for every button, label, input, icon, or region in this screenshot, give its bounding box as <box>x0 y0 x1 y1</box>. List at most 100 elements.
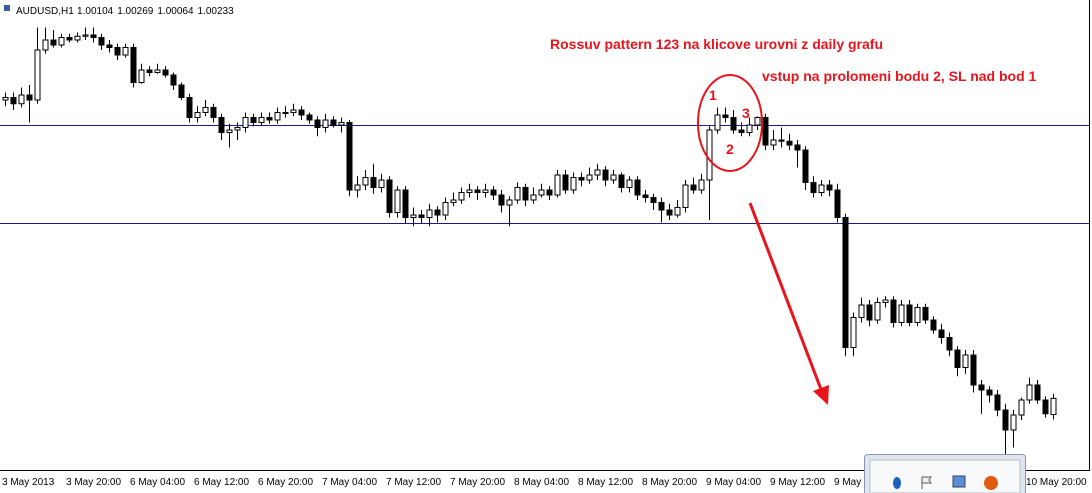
candle-body <box>218 117 225 133</box>
candle-body <box>810 182 817 193</box>
candle-body <box>770 139 777 146</box>
candle-body <box>234 127 241 131</box>
candle-body <box>858 304 865 318</box>
candle-body <box>946 337 953 351</box>
app-icon[interactable] <box>984 476 998 490</box>
candle-body <box>634 179 641 196</box>
candle-body <box>370 177 377 188</box>
candle-body <box>498 194 505 206</box>
header-text: AUDUSD,H1 1.00104 1.00269 1.00064 1.00233 <box>16 6 234 17</box>
x-labels: 3 May 2013 3 May 20:00 6 May 04:00 6 May 12… <box>2 477 1087 488</box>
candle-body <box>970 354 977 386</box>
x-tick-label: 3 May 2013 <box>2 477 55 488</box>
candles <box>2 27 1057 455</box>
x-tick-label: 10 May 20:00 <box>1026 477 1087 488</box>
last-low: 1.00064 <box>157 6 194 17</box>
candle-body <box>874 302 881 321</box>
candle-body <box>906 304 913 323</box>
candle-body <box>394 189 401 213</box>
candle-body <box>730 117 737 131</box>
candle-body <box>682 184 689 208</box>
candle-body <box>834 189 841 218</box>
candle-body <box>554 174 561 196</box>
candle-body <box>562 174 569 191</box>
candle-body <box>34 49 41 101</box>
candle-body <box>978 384 985 391</box>
x-tick-label: 9 May 20:00 <box>834 477 889 488</box>
candle-body <box>922 307 929 321</box>
candle-body <box>850 317 857 348</box>
candle-body <box>826 184 833 191</box>
candle-body <box>522 187 529 201</box>
candle-body <box>1050 397 1057 415</box>
candle-body <box>546 189 553 196</box>
arrow-shaft <box>748 202 824 393</box>
candle-body <box>138 69 145 83</box>
candle-body <box>314 119 321 128</box>
candle-body <box>650 197 657 203</box>
candle-body <box>1002 409 1009 431</box>
arrow-head <box>813 385 829 405</box>
candle-body <box>530 194 537 201</box>
candle-body <box>930 319 937 331</box>
candle-body <box>890 299 897 323</box>
candle-body <box>442 202 449 216</box>
candle-body <box>2 97 9 101</box>
candle-body <box>962 354 969 368</box>
popup-body[interactable] <box>869 459 1021 493</box>
network-icon[interactable] <box>952 475 966 488</box>
candle-body <box>570 177 577 191</box>
bluetooth-icon[interactable] <box>893 477 901 489</box>
x-tick-label: 6 May 12:00 <box>194 477 249 488</box>
candle-body <box>154 69 161 73</box>
flag-icon[interactable] <box>921 476 932 489</box>
x-tick-label: 3 May 20:00 <box>66 477 121 488</box>
candle-body <box>594 169 601 176</box>
candle-body <box>146 69 153 73</box>
candle-body <box>74 35 81 41</box>
candle-body <box>122 47 129 56</box>
candle-body <box>418 214 425 218</box>
candle-body <box>466 189 473 193</box>
candle-body <box>802 149 809 183</box>
candle-body <box>674 207 681 216</box>
candle-body <box>618 174 625 188</box>
candle-body <box>202 107 209 113</box>
candle-body <box>426 209 433 218</box>
candle-body <box>586 174 593 181</box>
point-label: 3 <box>742 105 750 121</box>
candle-body <box>778 139 785 142</box>
point-label: 2 <box>726 141 734 157</box>
candle-body <box>514 187 521 201</box>
candle-body <box>818 184 825 193</box>
candle-body <box>698 179 705 191</box>
x-tick-label: 6 May 04:00 <box>130 477 185 488</box>
candle-body <box>330 119 337 126</box>
candle-body <box>362 177 369 186</box>
candle-body <box>242 117 249 128</box>
candle-body <box>98 37 105 46</box>
symbol-icon <box>4 5 10 11</box>
candle-body <box>538 189 545 196</box>
candle-body <box>914 307 921 323</box>
candle-body <box>186 97 193 118</box>
candle-body <box>1034 384 1041 401</box>
candle-body <box>938 329 945 338</box>
candle-body <box>322 119 329 128</box>
candle-body <box>274 112 281 121</box>
candle-body <box>210 107 217 118</box>
candle-body <box>690 184 697 191</box>
candle-body <box>642 194 649 198</box>
candle-body <box>898 304 905 323</box>
candle-body <box>66 37 73 41</box>
candle-body <box>866 304 873 321</box>
candle-body <box>10 97 17 105</box>
x-tick-label: 9 May 12:00 <box>770 477 825 488</box>
candle-body <box>666 209 673 216</box>
candle-body <box>610 174 617 181</box>
candle-body <box>1026 384 1033 401</box>
candle-body <box>162 69 169 76</box>
candle-body <box>482 189 489 193</box>
candle-body <box>490 189 497 196</box>
